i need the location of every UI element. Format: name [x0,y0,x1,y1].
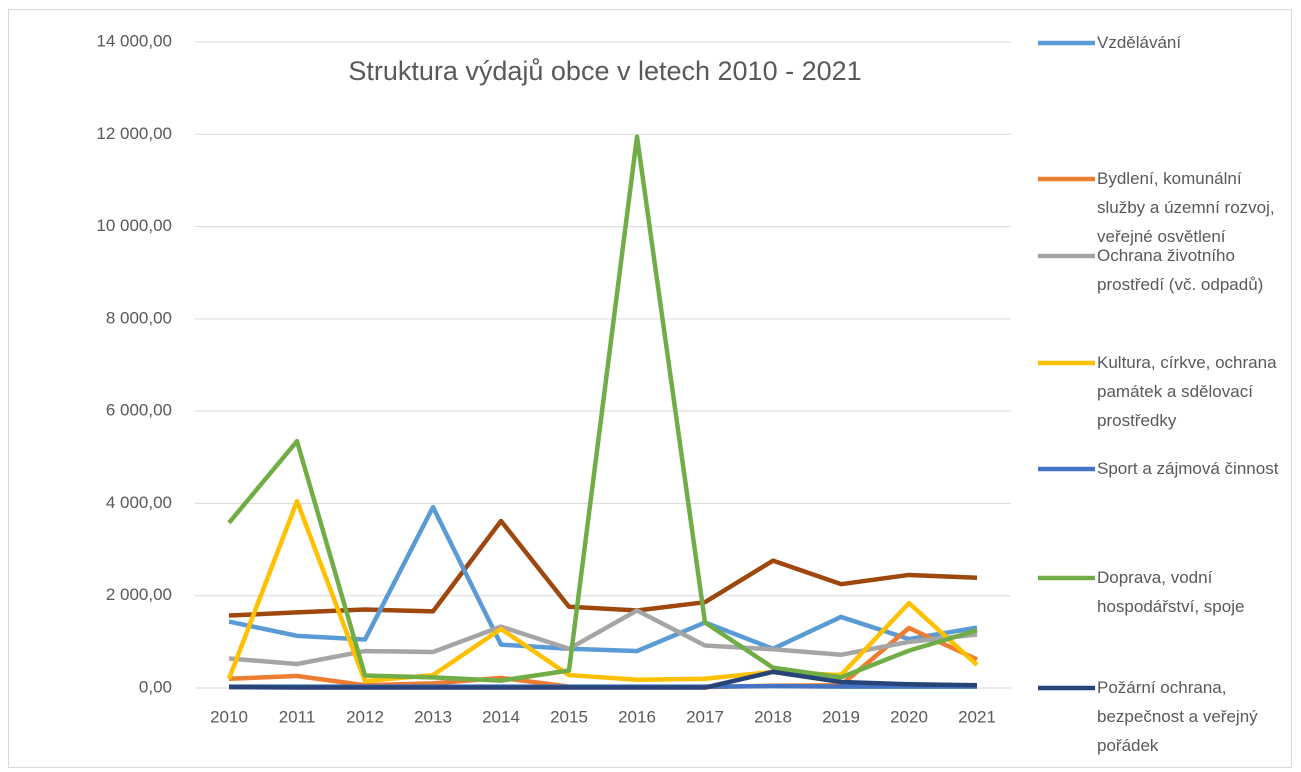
x-tick-label: 2010 [210,707,248,726]
series-line [228,518,978,618]
legend-label: Kultura, církve, ochrana památek a sdělo… [1097,353,1277,430]
legend-label: Vzdělávání [1097,33,1182,52]
x-tick-label: 2011 [279,707,316,726]
x-tick-label: 2016 [618,707,656,726]
y-tick-label: 12 000,00 [96,124,172,143]
series-line [226,498,979,684]
y-tick-label: 0,00 [139,677,172,696]
x-tick-label: 2015 [550,707,588,726]
series-line [228,669,978,690]
x-tick-label: 2017 [686,707,724,726]
x-tick-label: 2012 [346,707,384,726]
x-tick-label: 2018 [754,707,792,726]
legend-label: Ochrana životního prostředí (vč. odpadů) [1097,246,1264,294]
y-tick-label: 14 000,00 [96,31,172,50]
y-tick-label: 10 000,00 [96,216,172,235]
y-tick-label: 4 000,00 [106,493,172,512]
y-tick-label: 6 000,00 [106,401,172,420]
x-tick-label: 2019 [822,707,860,726]
legend-label: Požární ochrana, bezpečnost a veřejný po… [1097,678,1258,755]
x-tick-label: 2013 [414,707,452,726]
x-tick-label: 2021 [958,707,996,726]
chart-border [8,9,1292,768]
series-line [227,134,978,683]
chart-title: Struktura výdajů obce v letech 2010 - 20… [348,56,861,86]
x-tick-label: 2014 [482,707,520,726]
legend-label: Doprava, vodní hospodářství, spoje [1097,568,1245,616]
y-tick-label: 8 000,00 [106,308,172,327]
legend-label: Sport a zájmová činnost [1097,459,1279,478]
x-tick-label: 2020 [890,707,928,726]
y-tick-label: 2 000,00 [106,585,172,604]
legend-label: Bydlení, komunální služby a územní rozvo… [1097,169,1275,246]
